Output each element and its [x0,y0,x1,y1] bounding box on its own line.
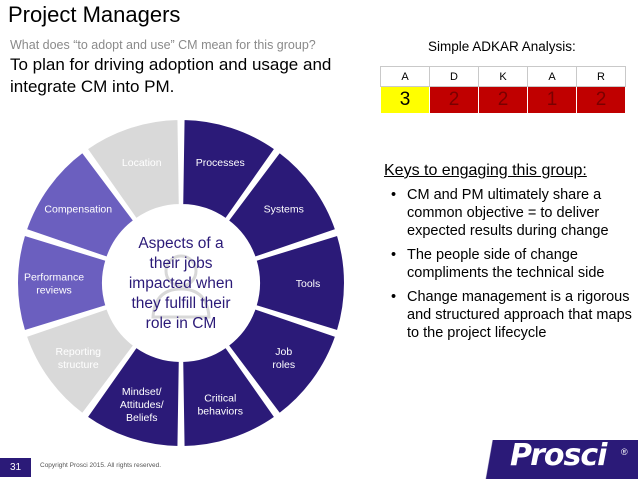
key-item: • The people side of change compliments t… [389,246,635,282]
wheel-label-mindset-attitudes-beliefs: Mindset/Attitudes/Beliefs [120,386,164,424]
bullet-icon: • [391,289,397,305]
footer [0,456,638,479]
wheel-segment-reporting-structure [24,306,136,416]
slide-title: Project Managers [8,2,181,27]
wheel-label-location: Location [122,157,162,169]
wheel-segment-job-roles [226,306,338,416]
wheel-label-performance-reviews: Performance reviews [24,272,84,297]
adkar-score-knowledge: 2 [478,86,528,114]
key-item-text: CM and PM ultimately share a common obje… [407,187,609,239]
adkar-table: A D K A R 3 2 2 1 2 [380,66,626,114]
adkar-header-knowledge: K [478,66,528,87]
adkar-header-ability: A [527,66,577,87]
wheel-label-compensation: Compensation [44,203,112,215]
copyright: Copyright Prosci 2015. All rights reserv… [40,462,162,469]
purpose-statement: To plan for driving adoption and usage a… [10,55,332,96]
keys-heading: Keys to engaging this group: [384,162,587,179]
adkar-score-awareness: 3 [380,86,430,114]
wheel-segment-performance-reviews [16,233,108,333]
person-icon [151,254,211,319]
adkar-header-desire: D [429,66,479,87]
registered-mark: ® [621,447,628,457]
wheel-segment-processes [181,118,277,221]
adkar-score-ability: 1 [527,86,577,114]
key-item-text: The people side of change compliments th… [407,247,605,281]
bullet-icon: • [391,247,397,263]
wheel-segment-compensation [24,150,136,260]
prosci-logo: Prosci [510,438,607,473]
slide-question: What does “to adopt and use” CM mean for… [10,38,316,52]
wheel-label-critical-behaviors: Critical behaviors [197,392,243,417]
slide-number: 31 [0,458,31,477]
adkar-header-reinforcement: R [576,66,626,87]
adkar-score-desire: 2 [429,86,479,114]
key-item-text: Change management is a rigorous and stru… [407,289,632,341]
wheel-label-reporting-structure: Reporting structure [55,346,101,371]
wheel-label-processes: Processes [196,157,245,169]
aspects-wheel: Processes Systems Tools Job roles Critical beh… [16,118,346,448]
key-item: • Change management is a rigorous and str… [389,288,635,342]
wheel-segment-location [85,118,181,221]
wheel-segment-mindset-attitudes-beliefs [85,345,181,448]
wheel-label-systems: Systems [264,203,304,215]
logo-bar [480,440,638,479]
wheel-center [105,207,257,359]
adkar-label: Simple ADKAR Analysis: [428,39,576,54]
wheel-center-text: Aspects of a their jobs impacted when they … [129,235,233,332]
bullet-icon: • [391,187,397,203]
adkar-score-reinforcement: 2 [576,86,626,114]
wheel-segment-systems [226,150,338,260]
wheel-label-job-roles: Job roles [272,346,295,371]
wheel-segment-critical-behaviors [181,345,277,448]
keys-list: • CM and PM ultimately share a common obj… [389,186,635,348]
wheel-label-tools: Tools [296,278,321,290]
key-item: • CM and PM ultimately share a common obj… [389,186,635,240]
adkar-header-awareness: A [380,66,430,87]
wheel-segment-tools [254,233,346,333]
